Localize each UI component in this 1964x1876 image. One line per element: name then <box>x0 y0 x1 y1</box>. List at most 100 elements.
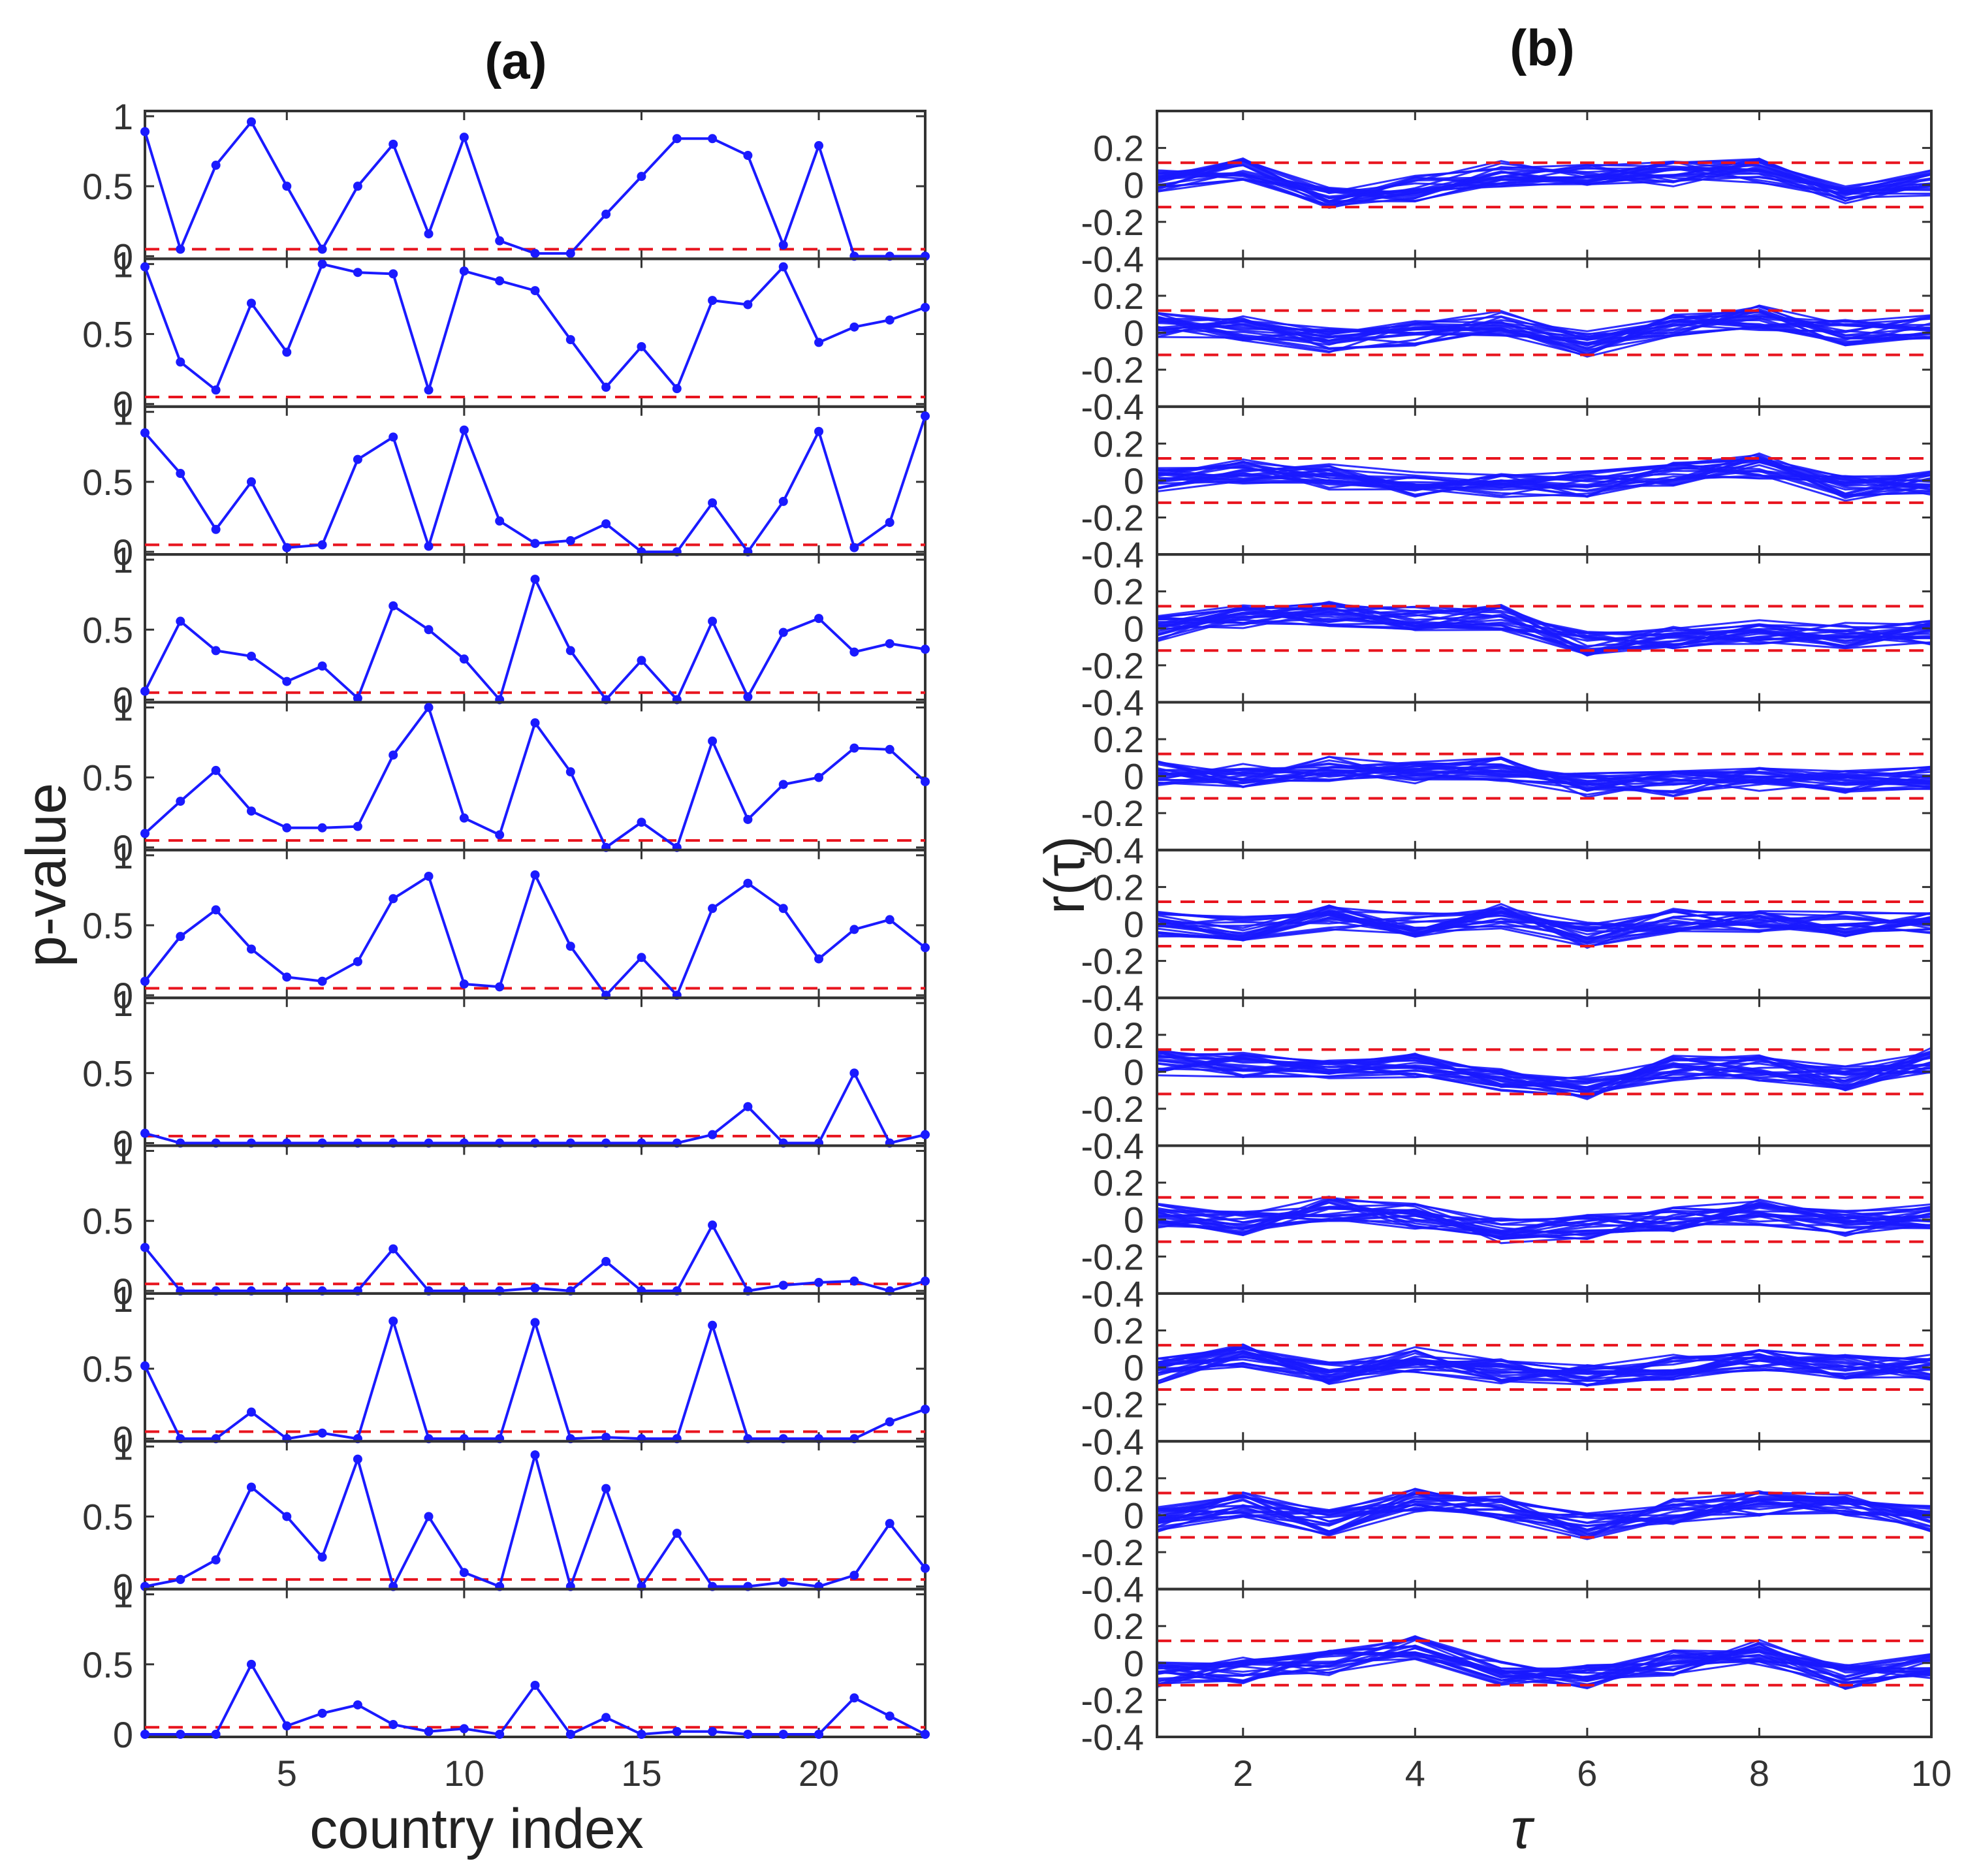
data-point <box>176 1574 185 1584</box>
data-point <box>176 616 185 626</box>
y-tick-label: 1 <box>113 983 133 1024</box>
panel-a-subplot-11: 00.51 <box>82 1574 930 1755</box>
data-point <box>565 1730 575 1739</box>
y-tick-label: 0.5 <box>82 609 133 650</box>
data-point <box>814 1278 824 1288</box>
y-tick-label: -0.2 <box>1081 793 1145 834</box>
panel-b-subplot-2: -0.4-0.200.2 <box>1081 257 1933 428</box>
correlation-line <box>1156 769 1932 788</box>
data-point <box>459 654 469 664</box>
data-point <box>778 1280 788 1290</box>
data-point <box>424 625 434 635</box>
y-tick-label: 0.2 <box>1093 1606 1144 1647</box>
data-point <box>530 1450 540 1460</box>
y-tick-label: 0.5 <box>82 1053 133 1094</box>
data-point <box>778 1578 788 1587</box>
data-point <box>814 954 824 964</box>
panel-a-y-axis-label: p-value <box>15 783 78 967</box>
data-point <box>849 1570 859 1580</box>
y-tick-label: 0 <box>1124 608 1144 649</box>
data-point <box>211 1730 221 1739</box>
y-tick-label: 0 <box>1124 756 1144 797</box>
data-point <box>388 139 398 149</box>
data-point <box>708 1320 718 1330</box>
data-point <box>246 1407 256 1417</box>
data-point <box>530 249 540 259</box>
correlation-line <box>1156 1047 1932 1094</box>
correlation-line <box>1156 159 1932 202</box>
y-tick-label: 0 <box>113 975 133 1016</box>
correlation-line <box>1156 1350 1932 1382</box>
data-point <box>778 1730 788 1739</box>
data-point <box>353 182 362 191</box>
data-point <box>601 519 611 529</box>
panel-b-x-axis-label: τ <box>1511 1798 1535 1860</box>
y-tick-label: 0 <box>1124 1347 1144 1388</box>
y-tick-label: 0 <box>1124 1051 1144 1092</box>
plot-area: 00.5100.5100.5100.5100.5100.5100.5100.51… <box>82 96 1952 1794</box>
data-point <box>885 639 895 648</box>
y-tick-label: 0.2 <box>1093 571 1144 612</box>
y-tick-label: 0 <box>1124 460 1144 501</box>
correlation-line <box>1156 458 1932 492</box>
data-point <box>140 1361 150 1371</box>
correlation-line <box>1156 618 1932 653</box>
y-tick-label: -0.2 <box>1081 1384 1145 1425</box>
data-point <box>637 818 646 827</box>
y-tick-label: 1 <box>113 1426 133 1467</box>
data-point <box>211 161 221 170</box>
y-tick-label: -0.2 <box>1081 1532 1145 1573</box>
correlation-line <box>1156 605 1932 654</box>
data-point <box>211 905 221 915</box>
data-point <box>885 1519 895 1529</box>
data-point <box>921 1276 930 1286</box>
correlation-line <box>1156 459 1932 498</box>
data-point <box>565 942 575 951</box>
data-point <box>637 953 646 962</box>
data-point <box>849 1693 859 1703</box>
data-point <box>849 647 859 657</box>
correlation-line <box>1156 1639 1932 1683</box>
data-point <box>424 871 434 881</box>
correlation-line <box>1156 1058 1932 1084</box>
data-point <box>921 644 930 654</box>
data-point <box>140 127 150 136</box>
data-point <box>672 134 682 144</box>
data-point <box>672 1726 682 1736</box>
data-point <box>601 1256 611 1266</box>
y-tick-label: 0.5 <box>82 1644 133 1685</box>
panel-b-y-axis-label: r(τ) <box>1034 836 1096 914</box>
data-point <box>211 765 221 775</box>
panel-b-subplot-9: -0.4-0.200.2 <box>1081 1292 1933 1462</box>
x-tick-label: 4 <box>1405 1753 1425 1794</box>
x-tick-label: 15 <box>621 1753 661 1794</box>
panel-b-title: (b) <box>1510 19 1575 76</box>
correlation-line <box>1156 1207 1932 1241</box>
data-point <box>459 979 469 989</box>
data-point <box>140 1243 150 1252</box>
data-point <box>849 322 859 332</box>
data-point <box>388 269 398 279</box>
y-tick-label: 0.5 <box>82 1496 133 1537</box>
y-tick-label: 0 <box>113 532 133 573</box>
data-point <box>921 777 930 787</box>
y-tick-label: 0 <box>1124 1643 1144 1684</box>
x-tick-label: 5 <box>277 1753 297 1794</box>
data-point <box>708 736 718 746</box>
correlation-line <box>1156 604 1932 645</box>
data-point <box>530 1680 540 1690</box>
panel-b-subplot-7: -0.4-0.200.2 <box>1081 996 1933 1167</box>
y-tick-label: -0.4 <box>1081 534 1145 575</box>
y-tick-label: 0.5 <box>82 1201 133 1242</box>
data-point <box>424 703 434 712</box>
panel-a-subplot-7: 00.51 <box>82 983 930 1164</box>
data-point <box>601 1484 611 1493</box>
data-point <box>814 1730 824 1739</box>
y-tick-label: 0 <box>113 827 133 868</box>
y-tick-label: 0 <box>1124 313 1144 354</box>
data-point <box>565 767 575 777</box>
data-point <box>637 1730 646 1739</box>
data-point <box>246 806 256 816</box>
correlation-line <box>1156 755 1932 793</box>
